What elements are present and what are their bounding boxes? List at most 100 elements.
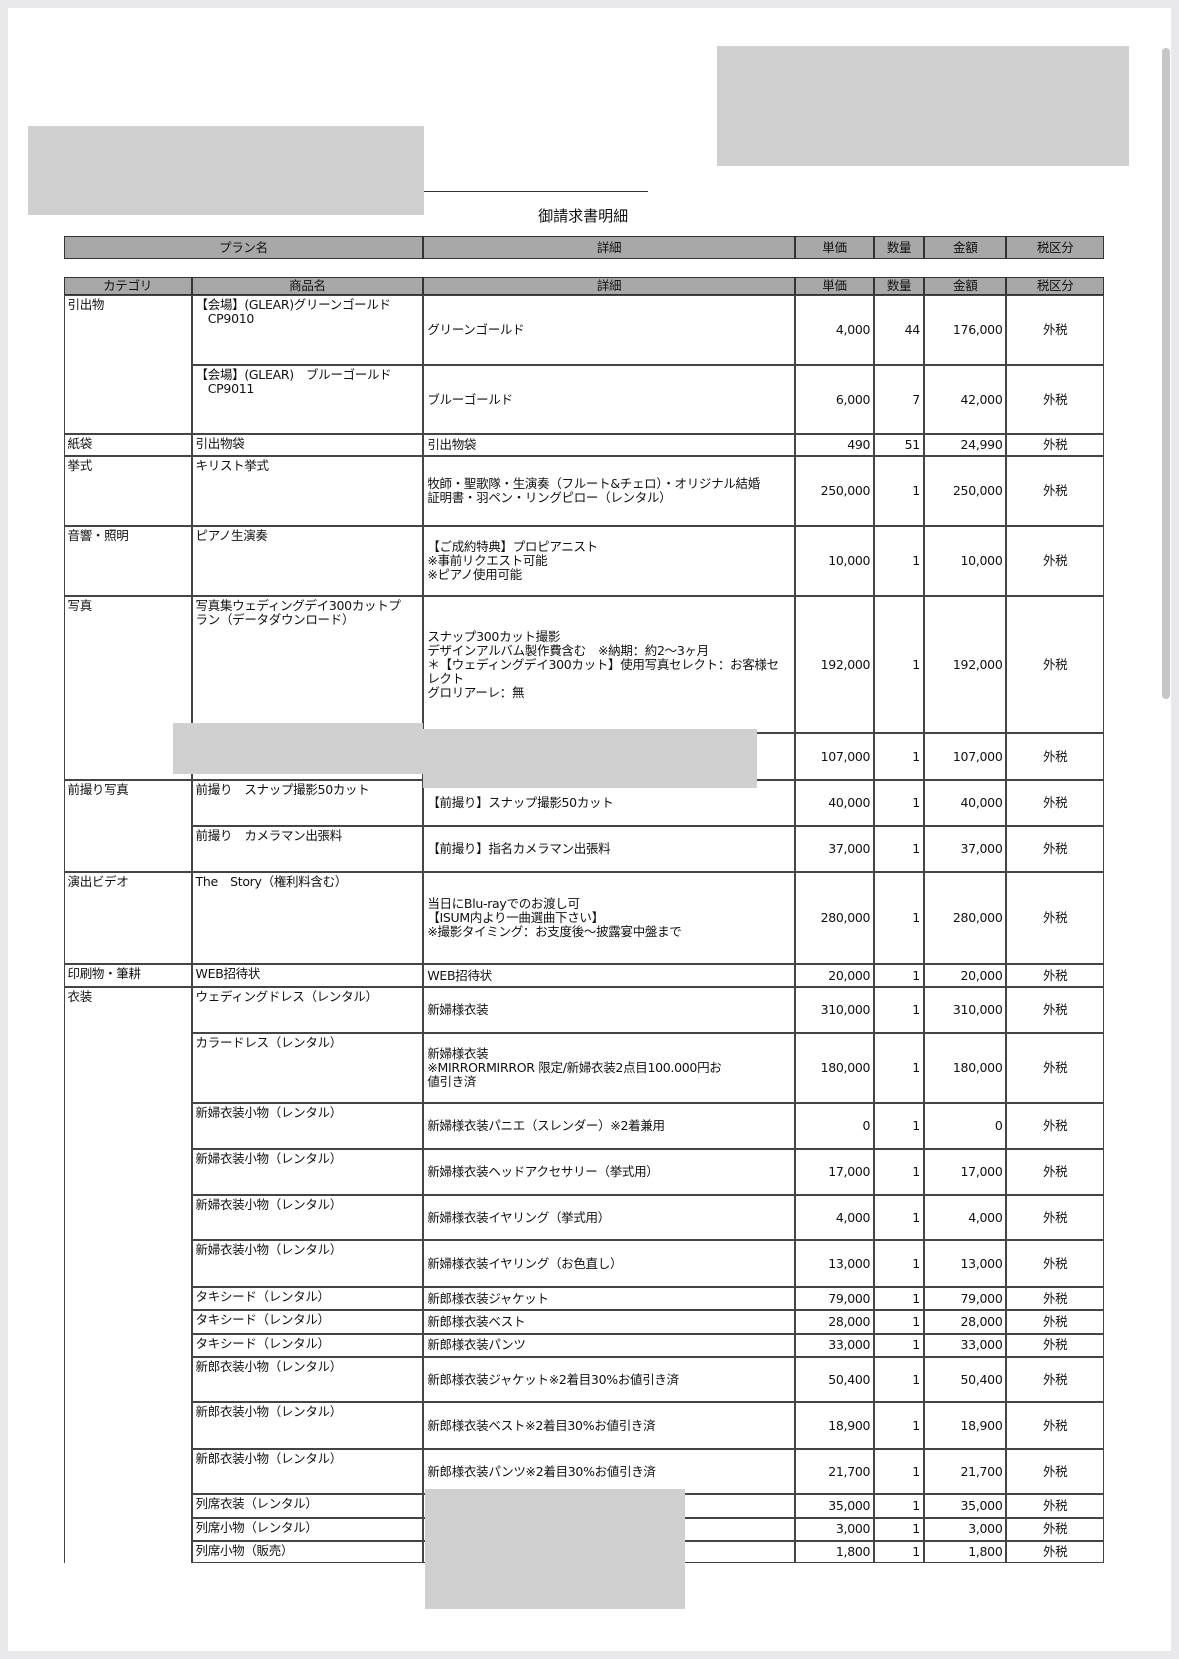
redacted-area bbox=[423, 729, 757, 789]
row-detail: 【ご成約特典】プロピアニスト ※事前リクエスト可能 ※ピアノ使用可能 bbox=[423, 525, 795, 596]
item-header-0: カテゴリ bbox=[63, 277, 192, 296]
row-detail: スナップ300カット撮影 デザインアルバム製作費含む ※納期：約2～3ヶ月 ＊【… bbox=[423, 595, 795, 734]
scrollbar[interactable] bbox=[1162, 47, 1171, 699]
row-tax-type: 外税 bbox=[1006, 295, 1104, 366]
row-detail: 当日にBlu-rayでのお渡し可 【ISUM内より一曲選曲下さい】 ※撮影タイミ… bbox=[423, 872, 795, 965]
row-amount: 20,000 bbox=[923, 964, 1007, 988]
row-product-name: 【会場】(GLEAR) ブルーゴールド CP9011 bbox=[191, 365, 424, 434]
row-amount: 18,900 bbox=[923, 1402, 1007, 1449]
row-detail: 新婦様衣装イヤリング（挙式用） bbox=[423, 1194, 795, 1241]
row-amount: 28,000 bbox=[923, 1310, 1007, 1334]
item-header-6: 税区分 bbox=[1006, 277, 1104, 296]
row-amount: 1,800 bbox=[923, 1540, 1007, 1564]
row-quantity: 1 bbox=[874, 780, 924, 826]
row-unit-price: 33,000 bbox=[794, 1333, 875, 1357]
plan-header-0: プラン名 bbox=[63, 236, 424, 260]
row-product-name: タキシード（レンタル） bbox=[191, 1310, 424, 1334]
row-unit-price: 280,000 bbox=[794, 872, 875, 965]
row-detail: 新郎様衣装パンツ bbox=[423, 1333, 795, 1357]
item-header-2: 詳細 bbox=[423, 277, 795, 296]
row-unit-price: 79,000 bbox=[794, 1286, 875, 1311]
row-unit-price: 4,000 bbox=[794, 1194, 875, 1241]
row-detail: 新婦様衣装イヤリング（お色直し） bbox=[423, 1240, 795, 1287]
row-amount: 192,000 bbox=[923, 595, 1007, 734]
row-detail: 新婦様衣装 bbox=[423, 987, 795, 1033]
row-detail: 【前撮り】指名カメラマン出張料 bbox=[423, 825, 795, 873]
row-quantity: 1 bbox=[874, 1310, 924, 1334]
row-product-name: The Story（権利料含む） bbox=[191, 872, 424, 965]
row-quantity: 1 bbox=[874, 1448, 924, 1495]
row-amount: 310,000 bbox=[923, 987, 1007, 1033]
row-unit-price: 1,800 bbox=[794, 1540, 875, 1564]
row-unit-price: 21,700 bbox=[794, 1448, 875, 1495]
row-detail: グリーンゴールド bbox=[423, 295, 795, 366]
row-tax-type: 外税 bbox=[1006, 987, 1104, 1033]
row-amount: 35,000 bbox=[923, 1494, 1007, 1518]
row-amount: 42,000 bbox=[923, 365, 1007, 434]
category-cell: 音響・照明 bbox=[63, 525, 192, 596]
row-quantity: 1 bbox=[874, 525, 924, 596]
row-product-name: 列席小物（販売） bbox=[191, 1540, 424, 1564]
category-cell: 演出ビデオ bbox=[63, 872, 192, 965]
redacted-area bbox=[425, 1489, 685, 1609]
row-tax-type: 外税 bbox=[1006, 780, 1104, 826]
row-detail: 新郎様衣装パンツ※2着目30%お値引き済 bbox=[423, 1448, 795, 1495]
row-amount: 180,000 bbox=[923, 1032, 1007, 1103]
row-unit-price: 192,000 bbox=[794, 595, 875, 734]
row-unit-price: 490 bbox=[794, 433, 875, 457]
row-quantity: 1 bbox=[874, 1240, 924, 1287]
row-unit-price: 40,000 bbox=[794, 780, 875, 826]
row-amount: 21,700 bbox=[923, 1448, 1007, 1495]
row-unit-price: 180,000 bbox=[794, 1032, 875, 1103]
row-quantity: 1 bbox=[874, 1333, 924, 1357]
row-product-name: 写真集ウェディングデイ300カットプ ラン（データダウンロード） bbox=[191, 595, 424, 734]
row-product-name: 新郎衣装小物（レンタル） bbox=[191, 1448, 424, 1495]
row-quantity: 1 bbox=[874, 1194, 924, 1241]
row-unit-price: 310,000 bbox=[794, 987, 875, 1033]
row-product-name: 新郎衣装小物（レンタル） bbox=[191, 1356, 424, 1403]
row-unit-price: 35,000 bbox=[794, 1494, 875, 1518]
row-amount: 4,000 bbox=[923, 1194, 1007, 1241]
plan-header-5: 税区分 bbox=[1006, 236, 1104, 260]
row-tax-type: 外税 bbox=[1006, 964, 1104, 988]
redacted-area bbox=[27, 125, 425, 215]
row-amount: 3,000 bbox=[923, 1517, 1007, 1541]
row-amount: 37,000 bbox=[923, 825, 1007, 873]
row-product-name: タキシード（レンタル） bbox=[191, 1286, 424, 1311]
row-quantity: 1 bbox=[874, 1540, 924, 1564]
row-detail: 引出物袋 bbox=[423, 433, 795, 457]
row-quantity: 1 bbox=[874, 1494, 924, 1518]
row-product-name: 【会場】(GLEAR)グリーンゴールド CP9010 bbox=[191, 295, 424, 366]
row-unit-price: 37,000 bbox=[794, 825, 875, 873]
row-quantity: 1 bbox=[874, 1149, 924, 1195]
row-product-name: 新婦衣装小物（レンタル） bbox=[191, 1194, 424, 1241]
category-cell: 紙袋 bbox=[63, 433, 192, 457]
row-tax-type: 外税 bbox=[1006, 1356, 1104, 1403]
category-cell: 印刷物・筆耕 bbox=[63, 964, 192, 988]
row-unit-price: 0 bbox=[794, 1102, 875, 1150]
row-tax-type: 外税 bbox=[1006, 1240, 1104, 1287]
row-detail: 新婦様衣装ヘッドアクセサリー（挙式用） bbox=[423, 1149, 795, 1195]
row-tax-type: 外税 bbox=[1006, 733, 1104, 780]
row-product-name: 引出物袋 bbox=[191, 433, 424, 457]
item-header-5: 金額 bbox=[923, 277, 1007, 296]
row-quantity: 1 bbox=[874, 1286, 924, 1311]
row-quantity: 1 bbox=[874, 1032, 924, 1103]
row-amount: 176,000 bbox=[923, 295, 1007, 366]
redacted-area bbox=[172, 722, 424, 774]
row-tax-type: 外税 bbox=[1006, 1194, 1104, 1241]
category-cell: 衣装 bbox=[63, 987, 192, 1564]
row-unit-price: 250,000 bbox=[794, 456, 875, 526]
row-product-name: 前撮り カメラマン出張料 bbox=[191, 825, 424, 873]
row-detail: 新郎様衣装ジャケット bbox=[423, 1286, 795, 1311]
redacted-area bbox=[716, 45, 1130, 167]
category-cell: 写真 bbox=[63, 595, 192, 780]
row-tax-type: 外税 bbox=[1006, 365, 1104, 434]
row-unit-price: 20,000 bbox=[794, 964, 875, 988]
row-detail: 新婦様衣装 ※MIRRORMIRROR 限定/新婦衣装2点目100.000円お … bbox=[423, 1032, 795, 1103]
row-amount: 33,000 bbox=[923, 1333, 1007, 1357]
row-quantity: 51 bbox=[874, 433, 924, 457]
row-detail: 新郎様衣装ベスト※2着目30%お値引き済 bbox=[423, 1402, 795, 1449]
row-tax-type: 外税 bbox=[1006, 1333, 1104, 1357]
row-product-name: 新郎衣装小物（レンタル） bbox=[191, 1402, 424, 1449]
